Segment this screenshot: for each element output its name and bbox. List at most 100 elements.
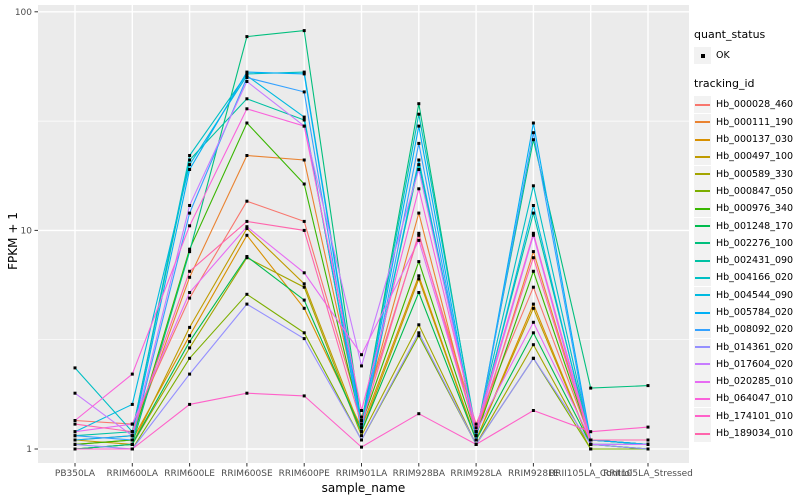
x-tick-label: RRIM928LA [450,469,502,479]
series-color-swatch [695,103,710,106]
legend-item-tracking-id: Hb_002431_090 [694,252,800,270]
data-point [188,340,192,344]
data-point [531,356,535,360]
data-point [73,438,77,442]
legend-item-tracking-id: Hb_064047_010 [694,390,800,408]
data-point [130,422,134,426]
data-point [245,225,249,229]
data-point [531,211,535,215]
data-point [245,227,249,230]
data-point [245,97,249,101]
data-point [73,391,77,395]
data-point [302,90,306,94]
data-point [302,182,306,186]
data-point [417,323,421,327]
data-point [188,163,192,167]
series-color-swatch [695,380,710,383]
legend-key-line [694,321,711,339]
data-point [188,250,192,254]
data-point [245,255,249,258]
data-point [188,224,192,228]
data-point [302,70,306,74]
legend-key-line [694,355,711,373]
data-point [302,337,306,341]
data-point [302,29,306,33]
x-tick-label: RRIM600LE [164,469,215,479]
data-point [474,426,478,430]
data-point [360,419,363,422]
data-point [302,306,306,310]
data-point [245,292,249,296]
legend-item-label: Hb_001248_170 [716,220,794,232]
data-point [245,35,249,39]
data-point [531,409,535,412]
data-point [188,372,192,376]
legend-item-label: Hb_000137_030 [716,134,794,146]
data-point [302,219,306,223]
data-point [531,131,535,135]
x-tick-label: PB350LA [55,469,96,479]
data-point [360,422,363,426]
legend-item-tracking-id: Hb_000028_460 [694,96,800,114]
series-color-swatch [695,294,710,297]
data-point [360,415,363,419]
data-point [245,219,249,223]
data-point [360,426,363,430]
data-point [188,158,192,162]
legend-key-line [694,96,711,114]
data-point [417,211,421,215]
data-point [73,422,77,426]
data-point [188,356,192,360]
data-point [417,331,421,335]
data-point [531,204,535,207]
series-color-swatch [695,173,710,176]
legend-key-point [694,47,711,65]
data-point [531,269,535,273]
data-point [531,331,535,335]
legend-item-tracking-id: Hb_000976_340 [694,200,800,218]
data-point [302,282,306,286]
legend-item-tracking-id: Hb_000111_190 [694,113,800,131]
data-point [531,343,535,347]
legend-key-line [694,373,711,391]
data-point [188,334,192,338]
x-tick-label: RRIM600PE [279,469,331,479]
legend-item-label: Hb_005784_020 [716,307,794,318]
legend-item-label: Hb_014361_020 [716,341,794,353]
data-point [130,430,134,434]
legend-item-tracking-id: Hb_002276_100 [694,234,800,252]
data-point [360,364,363,368]
data-point [417,274,421,278]
data-point [302,298,306,302]
data-point [73,434,77,438]
legend-item-tracking-id: Hb_001248_170 [694,217,800,235]
data-point [245,199,249,203]
legend-item-tracking-id: Hb_004544_090 [694,286,800,304]
data-point [417,231,421,235]
series-color-swatch [695,259,710,262]
data-point [188,402,192,406]
data-point [360,353,363,357]
data-point [245,74,249,78]
legend-key-line [694,148,711,166]
y-tick-label: 1 [26,445,32,455]
data-point [302,124,306,128]
data-point [302,228,306,232]
legend-key-line [694,286,711,304]
legend-title-quant-status: quant_status [694,28,766,41]
data-point [245,121,249,125]
legend-tracking-id-items: Hb_000028_460 Hb_000111_190 Hb_000137_030 H… [694,96,800,443]
data-point [474,434,478,438]
data-point [302,115,306,119]
legend-item-tracking-id: Hb_174101_010 [694,407,800,425]
data-point [302,72,306,76]
legend-item-tracking-id: Hb_004166_020 [694,269,800,287]
legend-key-line [694,165,711,183]
data-point [188,275,192,279]
data-point [417,334,421,338]
legend-key-line [694,425,711,443]
data-point [417,112,421,116]
legend-item-label: Hb_064047_010 [716,393,794,405]
data-point [360,409,363,412]
